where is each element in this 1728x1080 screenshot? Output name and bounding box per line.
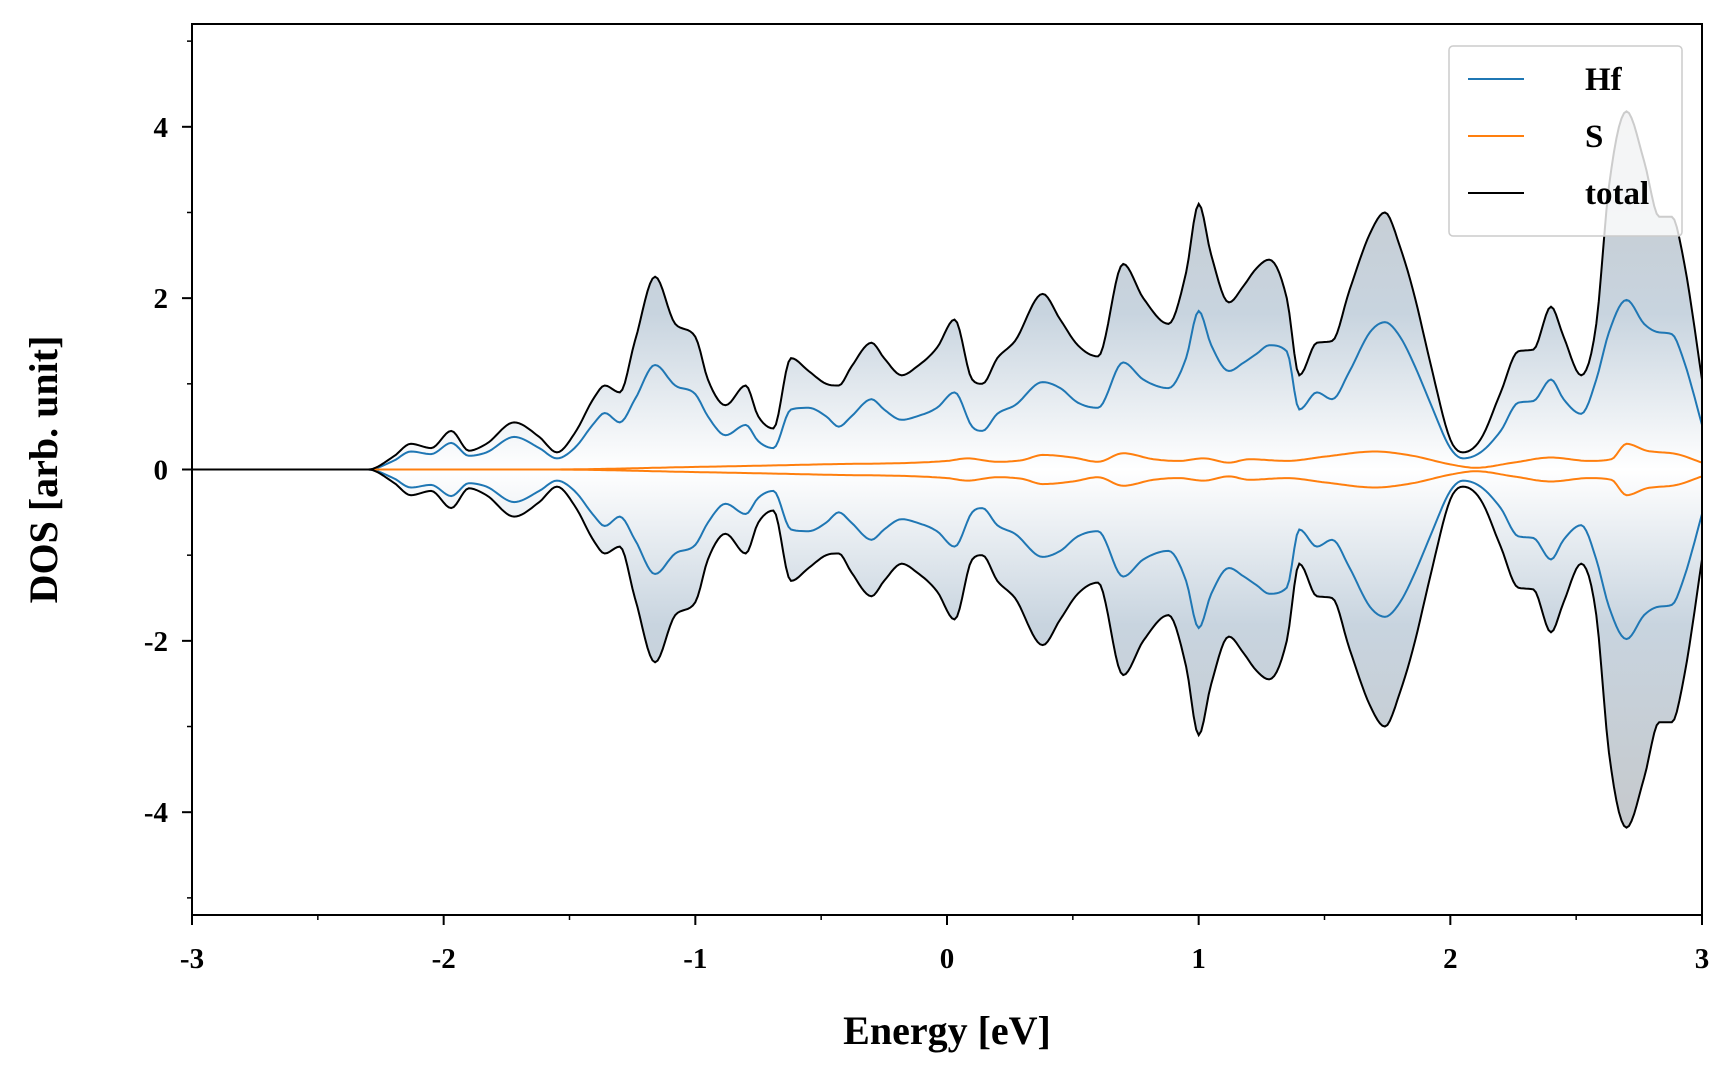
- legend-label-hf: Hf: [1585, 62, 1623, 98]
- y-tick-label: 2: [154, 283, 169, 315]
- x-tick-label: -1: [683, 943, 707, 975]
- y-tick-label: 0: [154, 455, 169, 487]
- y-axis-ticks: -4 -2 0 2 4: [144, 41, 192, 898]
- legend-label-total: total: [1585, 176, 1649, 212]
- x-tick-label: 3: [1695, 943, 1710, 975]
- x-tick-label: 2: [1443, 943, 1458, 975]
- x-tick-label: -3: [180, 943, 204, 975]
- legend-label-s: S: [1585, 119, 1603, 155]
- x-tick-label: 0: [940, 943, 955, 975]
- dos-chart: -3 -2 -1 0 1 2 3 -4 -2 0 2 4 Energy [eV] DOS [arb.…: [0, 0, 1728, 1080]
- x-axis-ticks: -3 -2 -1 0 1 2 3: [180, 915, 1709, 975]
- x-tick-label: -2: [432, 943, 456, 975]
- x-axis-title: Energy [eV]: [843, 1008, 1051, 1053]
- y-tick-label: 4: [154, 112, 169, 144]
- x-tick-label: 1: [1191, 943, 1206, 975]
- y-tick-label: -4: [144, 797, 168, 829]
- y-axis-title: DOS [arb. unit]: [21, 336, 66, 604]
- y-tick-label: -2: [144, 626, 168, 658]
- legend: Hf S total: [1449, 46, 1682, 236]
